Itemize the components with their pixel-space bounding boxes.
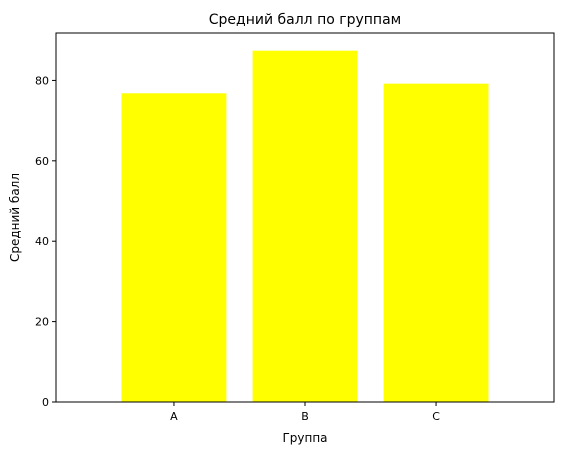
bar-B bbox=[252, 50, 358, 402]
y-axis-label: Средний балл bbox=[8, 173, 22, 262]
y-tick-label-20: 20 bbox=[35, 316, 49, 329]
y-tick-label-60: 60 bbox=[35, 155, 49, 168]
x-axis-label: Группа bbox=[282, 431, 327, 445]
x-tick-label-B: B bbox=[301, 410, 309, 423]
chart-title: Средний балл по группам bbox=[209, 12, 401, 28]
x-tick-label-C: C bbox=[432, 410, 440, 423]
y-tick-label-0: 0 bbox=[42, 396, 49, 409]
bar-C bbox=[383, 83, 489, 403]
bar-A bbox=[121, 93, 227, 402]
y-tick-label-40: 40 bbox=[35, 235, 49, 248]
x-tick-label-A: A bbox=[170, 410, 178, 423]
y-axis: 0 20 40 60 80 bbox=[35, 74, 56, 409]
x-axis: A B C bbox=[170, 402, 440, 423]
bars-group bbox=[121, 50, 489, 403]
y-tick-label-80: 80 bbox=[35, 74, 49, 87]
